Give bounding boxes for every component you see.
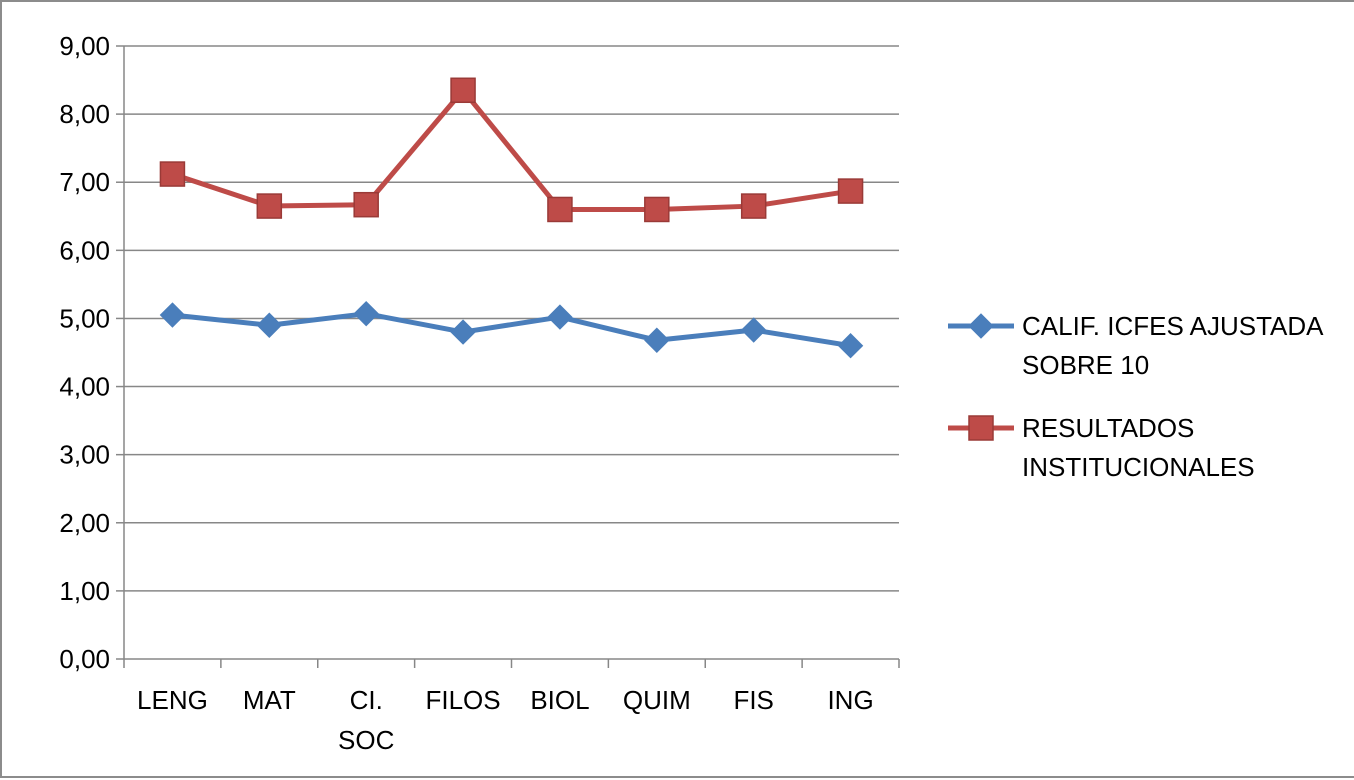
data-point bbox=[256, 193, 283, 219]
y-tick-label: 8,00 bbox=[59, 99, 110, 129]
series-2 bbox=[159, 77, 864, 223]
y-tick-label: 6,00 bbox=[59, 235, 110, 265]
data-point bbox=[159, 302, 186, 328]
data-point bbox=[353, 191, 379, 218]
legend-label: RESULTADOS INSTITUCIONALES bbox=[1022, 413, 1255, 482]
x-tick-label: MAT bbox=[243, 685, 296, 715]
y-tick-label: 0,00 bbox=[59, 644, 110, 674]
y-tick-label: 2,00 bbox=[59, 508, 110, 538]
data-point bbox=[159, 161, 186, 187]
data-point bbox=[740, 193, 767, 219]
series-line bbox=[172, 311, 851, 349]
x-tick-label: BIOL bbox=[530, 685, 589, 715]
legend: CALIF. ICFES AJUSTADA SOBRE 10 RESULTADOS I… bbox=[948, 311, 1324, 482]
y-tick-label: 5,00 bbox=[59, 303, 110, 333]
y-tick-label: 7,00 bbox=[59, 167, 110, 197]
data-point bbox=[740, 317, 767, 343]
data-point bbox=[450, 77, 476, 104]
legend-entry-2: RESULTADOS INSTITUCIONALES bbox=[948, 413, 1255, 482]
series-line bbox=[171, 87, 851, 212]
axes bbox=[116, 45, 900, 668]
legend-marker bbox=[968, 313, 994, 339]
series-1 bbox=[159, 300, 864, 359]
legend-entry-1: CALIF. ICFES AJUSTADA SOBRE 10 bbox=[948, 311, 1324, 380]
series-group bbox=[159, 77, 864, 359]
data-point bbox=[644, 196, 670, 223]
data-point bbox=[837, 332, 864, 359]
data-point bbox=[547, 304, 573, 330]
data-point bbox=[837, 178, 864, 204]
x-tick-label: LENG bbox=[137, 685, 208, 715]
y-tick-label: 1,00 bbox=[59, 576, 110, 606]
y-tick-label: 3,00 bbox=[59, 440, 110, 470]
data-point bbox=[353, 300, 379, 327]
legend-marker bbox=[968, 415, 994, 441]
tick-labels: 0,00 1,00 2,00 3,00 4,00 5,00 6,00 7,00 8,00 9,00… bbox=[59, 31, 873, 755]
data-point bbox=[547, 196, 573, 223]
y-tick-label: 4,00 bbox=[59, 372, 110, 402]
x-tick-label: FILOS bbox=[425, 685, 500, 715]
x-tick-label: ING bbox=[827, 685, 873, 715]
data-point bbox=[256, 312, 283, 338]
y-tick-label: 9,00 bbox=[59, 31, 110, 61]
data-point bbox=[450, 319, 476, 345]
x-tick-label: FIS bbox=[733, 685, 773, 715]
gridlines bbox=[124, 45, 899, 592]
legend-label: CALIF. ICFES AJUSTADA SOBRE 10 bbox=[1022, 311, 1324, 380]
x-tick-label: CI. SOC bbox=[338, 685, 394, 755]
data-point bbox=[644, 327, 670, 353]
x-tick-label: QUIM bbox=[623, 685, 691, 715]
